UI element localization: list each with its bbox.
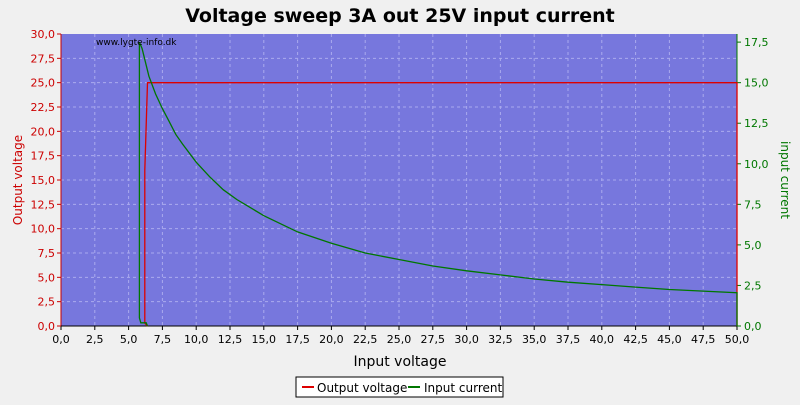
x-tick-label: 45,0: [657, 333, 682, 346]
x-tick-label: 47,5: [691, 333, 716, 346]
y-left-tick-label: 27,5: [31, 52, 56, 65]
y-right-tick-label: 17,5: [744, 36, 769, 49]
y-left-tick-label: 5,0: [38, 271, 56, 284]
y-right-tick-label: 15,0: [744, 77, 769, 90]
y-right-tick-label: 2,5: [744, 279, 762, 292]
legend-box: [295, 376, 504, 398]
series-line-output-voltage: [144, 82, 738, 327]
y-left-tick-label: 15,0: [31, 174, 56, 187]
watermark-text: www.lygte-info.dk: [96, 38, 177, 48]
x-tick-label: 25,0: [387, 333, 412, 346]
x-tick-label: 12,5: [218, 333, 243, 346]
x-tick-label: 22,5: [353, 333, 378, 346]
y-left-tick-label: 7,5: [38, 247, 56, 260]
y-left-tick-label: 17,5: [31, 150, 56, 163]
x-tick-label: 32,5: [488, 333, 513, 346]
x-tick-label: 2,5: [86, 333, 104, 346]
y-right-tick-label: 10,0: [744, 158, 769, 171]
series-line-input-current: [138, 42, 149, 327]
x-tick-label: 17,5: [285, 333, 310, 346]
x-tick-label: 20,0: [319, 333, 344, 346]
x-axis-label: Input voltage: [353, 354, 446, 370]
y-left-tick-label: 20,0: [31, 125, 56, 138]
y-right-axis-label: input current: [778, 141, 792, 219]
series-line-input-current: [138, 41, 738, 326]
series-layer: [138, 41, 738, 327]
x-tick-label: 42,5: [623, 333, 648, 346]
y-left-axis-label: Output voltage: [11, 135, 25, 225]
x-tick-label: 30,0: [454, 333, 479, 346]
chart-title: Voltage sweep 3A out 25V input current: [185, 5, 615, 27]
legend: Output voltage Input current: [295, 376, 504, 398]
grid-layer: [61, 34, 737, 326]
y-left-tick-label: 12,5: [31, 198, 56, 211]
x-tick-label: 37,5: [556, 333, 581, 346]
x-tick-label: 5,0: [120, 333, 138, 346]
x-tick-label: 40,0: [590, 333, 615, 346]
x-tick-label: 27,5: [421, 333, 446, 346]
x-tick-label: 35,0: [522, 333, 547, 346]
y-right-tick-label: 0,0: [744, 320, 762, 333]
y-left-tick-label: 2,5: [38, 296, 56, 309]
x-tick-label: 7,5: [154, 333, 172, 346]
x-tick-label: 0,0: [52, 333, 70, 346]
x-tick-label: 15,0: [252, 333, 277, 346]
y-left-tick-label: 30,0: [31, 28, 56, 41]
y-left-tick-label: 0,0: [38, 320, 56, 333]
x-tick-label: 10,0: [184, 333, 209, 346]
y-left-tick-label: 10,0: [31, 223, 56, 236]
x-tick-label: 50,0: [725, 333, 750, 346]
legend-label-input-current: Input current: [424, 381, 502, 395]
y-right-tick-label: 12,5: [744, 117, 769, 130]
y-right-tick-label: 5,0: [744, 239, 762, 252]
y-left-tick-label: 22,5: [31, 101, 56, 114]
y-right-tick-label: 7,5: [744, 198, 762, 211]
y-left-tick-label: 25,0: [31, 77, 56, 90]
legend-label-output-voltage: Output voltage: [317, 381, 407, 395]
